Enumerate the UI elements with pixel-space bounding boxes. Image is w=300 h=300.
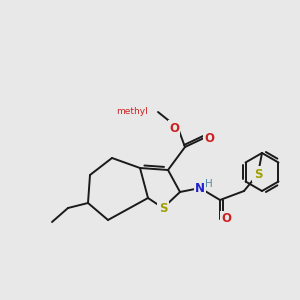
Text: H: H — [205, 179, 213, 189]
Text: O: O — [221, 212, 231, 226]
Text: methyl: methyl — [116, 107, 148, 116]
Text: O: O — [169, 122, 179, 134]
Text: N: N — [195, 182, 205, 194]
Text: O: O — [204, 131, 214, 145]
Text: S: S — [159, 202, 167, 214]
Text: S: S — [254, 167, 262, 181]
